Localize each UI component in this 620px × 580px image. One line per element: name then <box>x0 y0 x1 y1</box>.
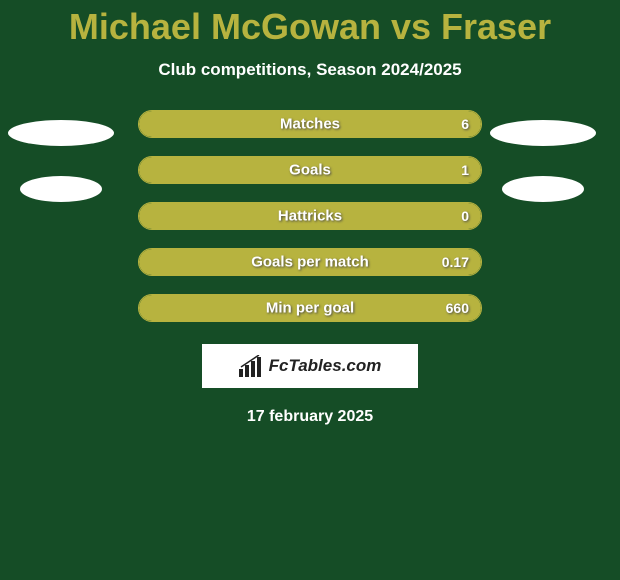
stat-bars: Matches 6 Goals 1 Hattricks 0 Goals per … <box>138 110 482 322</box>
stat-bar: Goals per match 0.17 <box>138 248 482 276</box>
stat-value: 0 <box>461 208 469 224</box>
stat-value: 0.17 <box>442 254 469 270</box>
page-title: Michael McGowan vs Fraser <box>69 6 551 48</box>
stat-label: Min per goal <box>266 300 354 317</box>
right-photo-placeholders <box>490 110 596 202</box>
page-subtitle: Club competitions, Season 2024/2025 <box>158 60 461 80</box>
footer-date: 17 february 2025 <box>247 408 373 426</box>
stat-value: 6 <box>461 116 469 132</box>
bar-chart-icon <box>239 355 263 377</box>
stats-section: Matches 6 Goals 1 Hattricks 0 Goals per … <box>0 110 620 322</box>
stat-bar: Goals 1 <box>138 156 482 184</box>
stat-bar: Matches 6 <box>138 110 482 138</box>
stat-value: 1 <box>461 162 469 178</box>
player-photo-placeholder <box>490 120 596 146</box>
stat-bar: Min per goal 660 <box>138 294 482 322</box>
stat-label: Hattricks <box>278 208 342 225</box>
player-photo-placeholder <box>20 176 102 202</box>
player-photo-placeholder <box>502 176 584 202</box>
stat-label: Matches <box>280 116 340 133</box>
attribution-text: FcTables.com <box>269 356 382 376</box>
left-photo-placeholders <box>8 110 114 202</box>
comparison-infographic: Michael McGowan vs Fraser Club competiti… <box>0 0 620 580</box>
player-photo-placeholder <box>8 120 114 146</box>
attribution-badge: FcTables.com <box>202 344 418 388</box>
stat-label: Goals per match <box>251 254 369 271</box>
stat-bar: Hattricks 0 <box>138 202 482 230</box>
stat-label: Goals <box>289 162 331 179</box>
stat-value: 660 <box>446 300 469 316</box>
